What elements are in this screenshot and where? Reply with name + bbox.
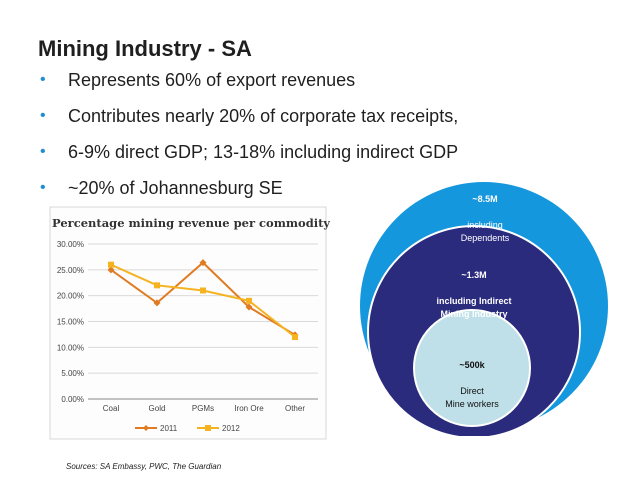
mining-revenue-chart: Percentage mining revenue per commodity 0… xyxy=(49,206,330,440)
legend-label: 2011 xyxy=(160,424,178,433)
bullet-dot-icon: • xyxy=(40,107,46,124)
bullet-item: • ~20% of Johannesburg SE xyxy=(40,176,458,212)
data-point-2012 xyxy=(154,282,160,289)
y-tick-label: 30.00% xyxy=(57,240,84,249)
y-tick-label: 10.00% xyxy=(57,343,84,352)
bullet-text: Represents 60% of export revenues xyxy=(68,70,356,90)
legend-label: 2012 xyxy=(222,424,240,433)
data-point-2011 xyxy=(107,266,115,274)
inner-label: Direct Mine workers xyxy=(445,386,499,409)
employment-circles: ~8.5M including Dependents ~1.3M includi… xyxy=(360,176,610,436)
inner-circle xyxy=(413,309,531,427)
x-tick-label: Other xyxy=(285,404,305,413)
data-point-2011 xyxy=(245,303,253,311)
bullet-list: • Represents 60% of export revenues • Cont… xyxy=(40,68,458,212)
bullet-dot-icon: • xyxy=(40,143,46,160)
data-point-2011 xyxy=(199,259,207,267)
bullet-item: • Contributes nearly 20% of corporate tax… xyxy=(40,104,458,140)
bullet-text: 6-9% direct GDP; 13-18% including indire… xyxy=(68,142,459,162)
y-tick-label: 15.00% xyxy=(57,318,84,327)
y-tick-label: 0.00% xyxy=(61,395,84,404)
data-point-2012 xyxy=(108,261,114,268)
outer-value: ~8.5M xyxy=(472,194,498,204)
outer-label: including Dependents xyxy=(460,220,510,243)
legend-marker xyxy=(143,425,149,431)
slide-title: Mining Industry - SA xyxy=(38,36,252,61)
y-tick-label: 5.00% xyxy=(61,369,84,378)
data-point-2012 xyxy=(246,297,252,304)
bullet-dot-icon: • xyxy=(40,71,46,88)
bullet-item: • Represents 60% of export revenues xyxy=(40,68,458,104)
y-tick-label: 25.00% xyxy=(57,266,84,275)
bullet-text: Contributes nearly 20% of corporate tax … xyxy=(68,106,459,126)
bullet-text: ~20% of Johannesburg SE xyxy=(68,178,283,198)
legend-marker xyxy=(205,425,211,431)
bullet-item: • 6-9% direct GDP; 13-18% including indir… xyxy=(40,140,458,176)
y-tick-label: 20.00% xyxy=(57,292,84,301)
x-tick-label: Iron Ore xyxy=(234,404,264,413)
data-point-2011 xyxy=(153,299,161,307)
bullet-dot-icon: • xyxy=(40,179,46,196)
source-note: Sources: SA Embassy, PWC, The Guardian xyxy=(66,462,222,471)
x-tick-label: Gold xyxy=(149,404,166,413)
inner-value: ~500k xyxy=(459,360,485,370)
middle-label: including Indirect Mining Industry xyxy=(436,296,512,319)
chart-title: Percentage mining revenue per commodity xyxy=(52,216,330,230)
chart-frame xyxy=(49,206,327,440)
middle-value: ~1.3M xyxy=(461,270,487,280)
x-tick-label: Coal xyxy=(103,404,120,413)
x-tick-label: PGMs xyxy=(192,404,214,413)
data-point-2012 xyxy=(200,287,206,294)
data-point-2012 xyxy=(292,334,298,340)
